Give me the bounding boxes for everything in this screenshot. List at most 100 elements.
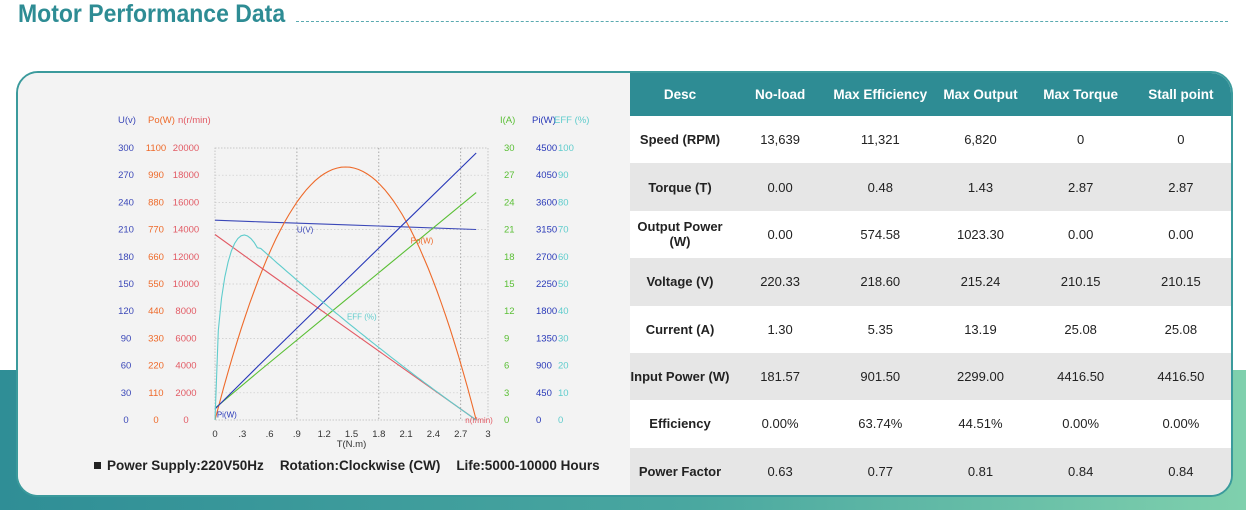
x-tick-label: 1.8 bbox=[372, 429, 385, 440]
header-max-output: Max Output bbox=[930, 73, 1031, 116]
table-cell: 0.00 bbox=[1068, 226, 1094, 242]
axis-header-1: Po(W) bbox=[148, 115, 175, 126]
table-row: Input Power (W) 181.57 901.50 2299.00 44… bbox=[630, 352, 1231, 401]
right-tick-label: 80 bbox=[558, 197, 569, 208]
table-cell: 5.35 bbox=[867, 321, 893, 337]
table-cell: 0.48 bbox=[830, 163, 931, 211]
life-text: Life:5000-10000 Hours bbox=[456, 458, 600, 473]
table-row: Speed (RPM) 13,639 11,321 6,820 0 0 bbox=[630, 116, 1231, 163]
right-tick-label: 4050 bbox=[536, 170, 557, 181]
right-tick-label: 2700 bbox=[536, 252, 557, 263]
axis-header-right-2: EFF (%) bbox=[554, 115, 589, 126]
series-line-n bbox=[214, 234, 477, 421]
table-cell: 0.00% bbox=[761, 416, 799, 432]
left-tick-label: 990 bbox=[148, 170, 164, 181]
right-tick-label: 27 bbox=[504, 170, 515, 181]
table-cell: 220.33 bbox=[730, 258, 831, 306]
right-tick-label: 24 bbox=[504, 197, 515, 208]
left-tick-label: 2000 bbox=[175, 388, 196, 399]
x-tick-label: .6 bbox=[266, 429, 274, 440]
table-cell: 25.08 bbox=[1164, 321, 1198, 337]
left-tick-label: 770 bbox=[148, 225, 164, 236]
right-tick-label: 50 bbox=[558, 279, 569, 290]
table-cell: 210.15 bbox=[1130, 258, 1231, 306]
table-cell: 13,639 bbox=[760, 132, 800, 148]
title-divider bbox=[296, 21, 1228, 22]
left-tick-label: 300 bbox=[118, 143, 134, 154]
right-tick-label: 4500 bbox=[536, 143, 557, 154]
left-tick-label: 20000 bbox=[173, 143, 199, 154]
right-tick-label: 30 bbox=[558, 333, 569, 344]
table-row: Power Factor 0.63 0.77 0.81 0.84 0.84 bbox=[630, 447, 1231, 495]
right-tick-label: 6 bbox=[504, 361, 509, 372]
left-tick-label: 150 bbox=[118, 279, 134, 290]
x-tick-label: .3 bbox=[238, 429, 246, 440]
table-cell: 44.51% bbox=[958, 416, 1003, 432]
left-tick-label: 110 bbox=[148, 388, 163, 399]
header-stall-point: Stall point bbox=[1130, 73, 1231, 116]
series-line-po bbox=[214, 166, 477, 421]
curve-label-eff: EFF (%) bbox=[347, 313, 377, 322]
right-tick-label: 20 bbox=[558, 361, 569, 372]
page-title: Motor Performance Data bbox=[18, 0, 286, 28]
x-tick-label: 3 bbox=[485, 429, 490, 440]
left-tick-label: 8000 bbox=[175, 306, 196, 317]
table-row: Efficiency 0.00% 63.74% 44.51% 0.00% 0.0… bbox=[630, 400, 1231, 447]
chart-area: U(v) 0 30 60 90 120 150 180 210 240 270 300 Po(W) 0 11… bbox=[18, 73, 630, 495]
table-cell: 181.57 bbox=[730, 352, 831, 401]
right-tick-label: 0 bbox=[504, 415, 509, 426]
left-tick-label: 880 bbox=[148, 197, 164, 208]
right-tick-label: 70 bbox=[558, 225, 569, 236]
right-tick-label: 450 bbox=[536, 388, 552, 399]
right-tick-label: 1350 bbox=[536, 333, 557, 344]
series-line-eff bbox=[214, 234, 477, 421]
left-tick-label: 120 bbox=[118, 306, 134, 317]
table-cell: 1023.30 bbox=[956, 226, 1004, 242]
right-tick-label: 21 bbox=[504, 225, 515, 236]
table-cell: 0.84 bbox=[1130, 447, 1231, 495]
left-tick-label: 240 bbox=[118, 197, 134, 208]
series-line-i bbox=[214, 192, 477, 409]
curve-label-po: Po(W) bbox=[411, 236, 434, 245]
table-row: Voltage (V) 220.33 218.60 215.24 210.15 … bbox=[630, 258, 1231, 306]
left-tick-label: 220 bbox=[148, 361, 164, 372]
left-tick-label: 550 bbox=[148, 279, 164, 290]
left-tick-label: 210 bbox=[118, 225, 134, 236]
left-tick-label: 60 bbox=[121, 361, 132, 372]
x-tick-label: 2.4 bbox=[427, 429, 440, 440]
left-tick-label: 660 bbox=[148, 252, 164, 263]
left-tick-label: 12000 bbox=[173, 252, 199, 263]
left-tick-label: 0 bbox=[183, 415, 188, 426]
table-cell: 25.08 bbox=[1064, 321, 1097, 337]
left-tick-label: 440 bbox=[148, 306, 164, 317]
left-tick-label: 180 bbox=[118, 252, 134, 263]
left-tick-label: 270 bbox=[118, 170, 134, 181]
right-tick-label: 0 bbox=[536, 415, 541, 426]
right-tick-label: 2250 bbox=[536, 279, 557, 290]
table-row: Output Power (W) 0.00 574.58 1023.30 0.0… bbox=[630, 211, 1231, 258]
performance-table: Desc No-load Max Efficiency Max Output M… bbox=[630, 73, 1231, 495]
header-desc: Desc bbox=[630, 73, 730, 116]
header-max-efficiency: Max Efficiency bbox=[830, 73, 931, 116]
table-cell: 4416.50 bbox=[1030, 352, 1131, 401]
table-cell: 0.00 bbox=[767, 226, 793, 242]
row-label: Voltage (V) bbox=[630, 258, 730, 306]
header-max-torque: Max Torque bbox=[1030, 73, 1131, 116]
row-label: Torque (T) bbox=[630, 163, 730, 211]
x-tick-label: 1.5 bbox=[345, 429, 358, 440]
table-cell: 0.84 bbox=[1030, 447, 1131, 495]
right-tick-label: 10 bbox=[558, 388, 569, 399]
table-row: Torque (T) 0.00 0.48 1.43 2.87 2.87 bbox=[630, 163, 1231, 211]
right-tick-label: 3 bbox=[504, 388, 509, 399]
table-cell: 1.43 bbox=[930, 163, 1031, 211]
right-tick-label: 60 bbox=[558, 252, 569, 263]
table-cell: 0.00% bbox=[1062, 416, 1100, 432]
left-tick-label: 330 bbox=[148, 333, 164, 344]
table-cell: 0.00 bbox=[1168, 226, 1194, 242]
axis-header-2: n(r/min) bbox=[178, 115, 211, 126]
table-cell: 11,321 bbox=[860, 132, 900, 148]
series-line-u bbox=[214, 219, 477, 231]
x-tick-label: 0 bbox=[212, 429, 217, 440]
row-label: Output Power (W) bbox=[637, 219, 723, 250]
right-tick-label: 3150 bbox=[536, 225, 557, 236]
